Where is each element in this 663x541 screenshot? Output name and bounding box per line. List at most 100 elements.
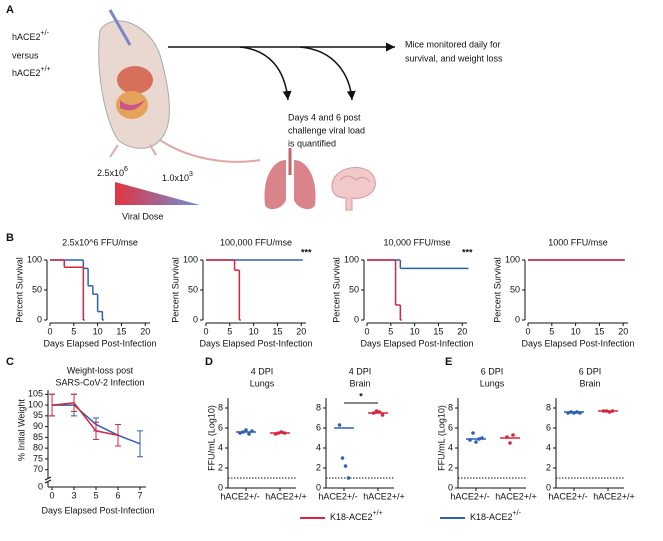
x-tick-label: 15	[433, 326, 443, 336]
y-tick-label: 8	[546, 402, 551, 412]
data-line	[51, 402, 119, 436]
y-tick-label: 2	[546, 462, 551, 472]
monitor-text: Mice monitored daily for	[405, 39, 501, 49]
dose-label-base: 2.5x10	[97, 168, 124, 178]
x-tick-label: 10	[410, 326, 420, 336]
data-point	[471, 431, 475, 435]
y-axis-label: FFU/mL (Log10)	[436, 405, 446, 471]
y-tick-label: 100	[28, 399, 43, 409]
error-bar	[137, 430, 143, 458]
x-tick-label: 5	[549, 326, 554, 336]
y-tick-label: 50	[349, 284, 359, 294]
x-tick-label: hACE2+/-	[318, 491, 357, 501]
y-tick-label: 80	[33, 443, 43, 453]
monitor-text: survival, and weight loss	[405, 53, 503, 63]
chart-title: Weight-loss post	[67, 365, 134, 375]
arrow	[239, 46, 292, 101]
chart-title: 1000 FFU/mse	[548, 237, 608, 247]
chart-title: Brain	[579, 378, 600, 388]
data-point	[511, 433, 515, 437]
x-tick-label: 20	[457, 326, 467, 336]
genotype-label: hACE2+/-	[12, 30, 50, 43]
y-tick-label: 105	[28, 389, 43, 399]
x-tick-label: 3	[71, 490, 76, 500]
x-tick-label: hACE2+/+	[265, 491, 307, 501]
y-axis-label: % Initial Weight	[16, 399, 26, 461]
x-axis-label: Days Elapsed Post-Infection	[43, 338, 156, 348]
chart-title: 100,000 FFU/mse	[220, 237, 292, 247]
data-point	[508, 441, 512, 445]
y-tick-label: 6	[218, 422, 223, 432]
chart-title: 10,000 FFU/mse	[383, 237, 450, 247]
x-tick-label: hACE2+/+	[593, 491, 635, 501]
panel-label: A	[6, 4, 14, 16]
dose-label-base: 1.0x10	[162, 173, 189, 183]
error-bar	[49, 393, 55, 417]
y-tick-label: 0	[218, 482, 223, 492]
y-tick-label: 2	[218, 462, 223, 472]
genotype-label: hACE2+/+	[12, 66, 51, 79]
chart-title: Brain	[349, 378, 370, 388]
data-point	[247, 432, 251, 436]
x-axis-label: Days Elapsed Post-Infection	[41, 505, 154, 515]
legend-label: K18-ACE2+/+	[330, 510, 383, 523]
data-point	[343, 464, 348, 468]
y-tick-label: 70	[33, 464, 43, 474]
data-point	[244, 428, 248, 432]
x-tick-label: 7	[137, 490, 142, 500]
y-tick-label: 2	[316, 462, 321, 472]
genotype-label-sup: +/+	[41, 66, 51, 73]
x-tick-label: 10	[93, 326, 103, 336]
y-tick-label: 50	[188, 284, 198, 294]
chart-title: 2.5x10^6 FFU/mse	[62, 237, 138, 247]
chart-title: 4 DPI	[349, 366, 372, 376]
y-tick-label: 2	[448, 462, 453, 472]
data-point	[340, 456, 345, 460]
error-bar	[71, 393, 77, 413]
y-tick-label: 0	[448, 482, 453, 492]
chart-title: 6 DPI	[579, 366, 602, 376]
quantify-text: Days 4 and 6 post	[288, 112, 361, 122]
x-tick-label: 0	[47, 326, 52, 336]
legend-label-base: K18-ACE2	[470, 512, 513, 522]
y-axis-label: Percent Survival	[14, 257, 24, 323]
x-axis-label: Days Elapsed Post-Infection	[360, 338, 473, 348]
x-tick-label: 10	[249, 326, 259, 336]
y-axis-label: Percent Survival	[331, 257, 341, 323]
legend-label: K18-ACE2+/-	[470, 510, 522, 523]
lungs-illustration	[264, 148, 316, 210]
y-tick-label: 0	[515, 314, 520, 324]
panel-label: E	[445, 356, 452, 368]
x-tick-label: 10	[571, 326, 581, 336]
chart-title: SARS-CoV-2 Infection	[55, 377, 144, 387]
y-tick-label: 100	[183, 254, 198, 264]
arrow	[299, 46, 356, 101]
versus-label: versus	[12, 50, 39, 60]
genotype-label-base: hACE2	[12, 68, 41, 78]
y-tick-label: 4	[546, 442, 551, 452]
dose-label-sup: 3	[189, 171, 193, 178]
x-tick-label: 6	[115, 490, 120, 500]
y-tick-label: 100	[27, 254, 42, 264]
genotype-label-sup: +/-	[41, 30, 50, 37]
significance-label: ***	[462, 247, 473, 257]
dose-gradient	[115, 182, 200, 205]
x-tick-label: 20	[618, 326, 628, 336]
x-tick-label: hACE2+/-	[548, 491, 587, 501]
chart-title: 6 DPI	[481, 366, 504, 376]
legend-label-sup: +/-	[513, 510, 522, 517]
quantify-text: is quantified	[288, 138, 336, 148]
data-point	[346, 476, 351, 480]
y-tick-label: 90	[33, 421, 43, 431]
dose-axis-label: Viral Dose	[122, 211, 163, 221]
y-tick-label: 0	[546, 482, 551, 492]
y-tick-label: 6	[546, 422, 551, 432]
x-tick-label: hACE2+/+	[495, 491, 537, 501]
x-tick-label: 15	[272, 326, 282, 336]
x-tick-label: hACE2+/-	[220, 491, 259, 501]
y-tick-label: 95	[33, 410, 43, 420]
y-tick-label: 6	[448, 422, 453, 432]
x-tick-label: 5	[71, 326, 76, 336]
data-point	[474, 440, 478, 444]
data-point	[374, 409, 379, 413]
